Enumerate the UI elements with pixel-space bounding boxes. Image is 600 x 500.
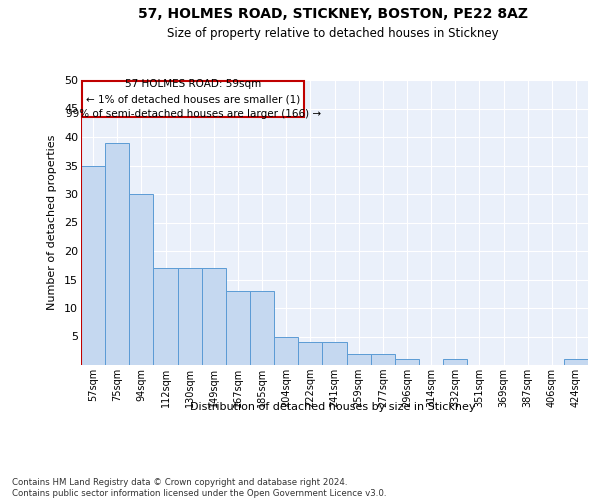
Text: 57, HOLMES ROAD, STICKNEY, BOSTON, PE22 8AZ: 57, HOLMES ROAD, STICKNEY, BOSTON, PE22 … bbox=[138, 8, 528, 22]
Bar bbox=[226, 291, 250, 365]
Bar bbox=[250, 291, 274, 365]
Bar bbox=[298, 342, 322, 365]
Bar bbox=[178, 268, 202, 365]
Bar bbox=[443, 360, 467, 365]
Bar bbox=[154, 268, 178, 365]
Bar bbox=[274, 336, 298, 365]
Bar bbox=[395, 360, 419, 365]
Text: Contains HM Land Registry data © Crown copyright and database right 2024.
Contai: Contains HM Land Registry data © Crown c… bbox=[12, 478, 386, 498]
Bar bbox=[105, 142, 129, 365]
Text: Distribution of detached houses by size in Stickney: Distribution of detached houses by size … bbox=[190, 402, 476, 412]
Bar bbox=[129, 194, 154, 365]
Text: 57 HOLMES ROAD: 59sqm
← 1% of detached houses are smaller (1)
99% of semi-detach: 57 HOLMES ROAD: 59sqm ← 1% of detached h… bbox=[65, 79, 321, 119]
Bar bbox=[202, 268, 226, 365]
Bar bbox=[347, 354, 371, 365]
Bar bbox=[81, 166, 105, 365]
Text: Size of property relative to detached houses in Stickney: Size of property relative to detached ho… bbox=[167, 28, 499, 40]
Bar bbox=[371, 354, 395, 365]
Bar bbox=[564, 360, 588, 365]
Bar bbox=[322, 342, 347, 365]
Y-axis label: Number of detached properties: Number of detached properties bbox=[47, 135, 57, 310]
